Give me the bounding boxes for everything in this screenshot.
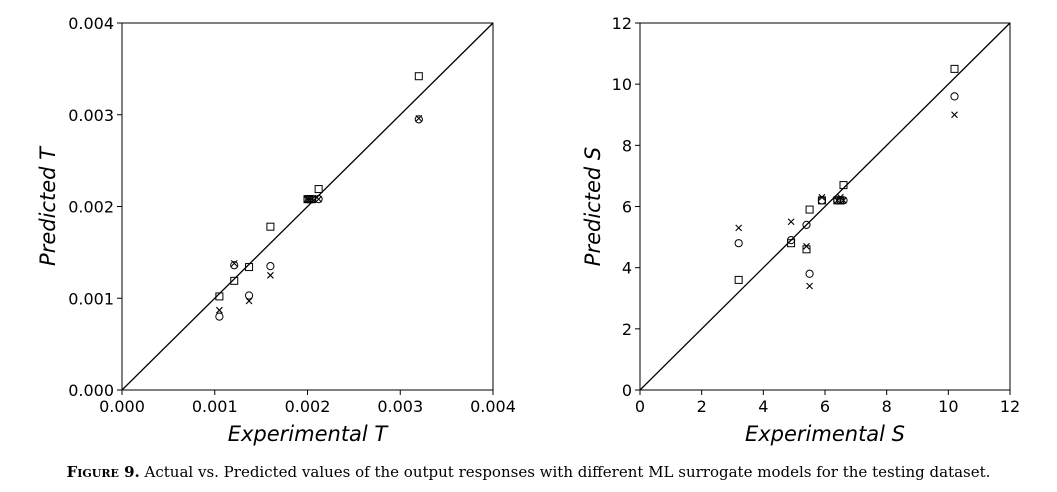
y-tick-label: 10	[612, 75, 632, 94]
point-circle	[266, 262, 275, 271]
x-tick-label: 2	[697, 397, 707, 416]
y-tick-label: 6	[622, 198, 632, 217]
reference-line	[639, 22, 1011, 391]
y-tick-label: 0.000	[68, 381, 114, 400]
y-tick-label: 0.003	[68, 106, 114, 125]
point-circle	[802, 220, 811, 229]
x-tick-label: 10	[938, 397, 958, 416]
chart-predicted-t: 0.000 0.001 0.002 0.003 0.004 0.000 0.001 0.002…	[36, 14, 516, 446]
point-x	[951, 111, 958, 119]
point-circle	[950, 92, 959, 101]
chart-predicted-s: 0 2 4 6 8 10 12 0 2 4 6 8 10 12 Experimental S Predicte…	[581, 14, 1020, 446]
point-square	[245, 263, 254, 272]
figure-caption-label: Figure 9.	[66, 463, 140, 481]
point-circle	[244, 291, 254, 300]
point-square	[266, 222, 275, 231]
figure-caption-text: Actual vs. Predicted values of the outpu…	[144, 463, 991, 481]
x-axis-label: Experimental S	[745, 422, 905, 446]
point-square	[414, 72, 423, 81]
y-tick-label: 4	[622, 259, 632, 278]
point-circle	[734, 239, 743, 248]
x-tick-label: 0.004	[470, 397, 516, 416]
x-tick-label: 12	[1000, 397, 1020, 416]
point-circle	[230, 261, 239, 270]
point-square	[805, 205, 814, 214]
x-tick-label: 0	[635, 397, 645, 416]
point-circle	[305, 195, 314, 204]
point-x	[806, 282, 813, 290]
point-circle	[308, 195, 317, 204]
x-tick-label: 0.001	[192, 397, 238, 416]
point-square	[230, 276, 239, 285]
point-square	[314, 185, 323, 194]
point-x	[308, 195, 316, 203]
y-axis-label: Predicted S	[581, 147, 605, 266]
point-square	[734, 275, 743, 284]
point-x	[818, 193, 826, 201]
y-axis-label: Predicted T	[36, 145, 60, 266]
point-square	[950, 64, 959, 73]
point-x	[787, 218, 795, 226]
x-tick-label: 0.002	[285, 397, 331, 416]
point-circle	[414, 115, 423, 124]
y-tick-label: 0.001	[68, 289, 114, 308]
y-tick-label: 0.002	[68, 198, 114, 217]
point-x	[230, 259, 238, 267]
x-tick-label: 6	[820, 397, 830, 416]
x-tick-label: 4	[758, 397, 768, 416]
y-tick-label: 0	[622, 381, 632, 400]
point-x	[415, 115, 423, 122]
reference-line	[121, 22, 494, 391]
figure: 0.000 0.001 0.002 0.003 0.004 0.000 0.001 0.002…	[36, 14, 1020, 446]
x-tick-label: 0.000	[99, 397, 145, 416]
figure-caption: Figure 9. Actual vs. Predicted values of…	[0, 463, 1057, 481]
point-circle	[833, 196, 842, 205]
point-x	[803, 242, 810, 250]
point-circle	[314, 195, 323, 204]
point-x	[735, 224, 743, 232]
y-tick-label: 12	[612, 14, 632, 33]
point-x	[215, 306, 223, 314]
point-circle	[786, 236, 796, 245]
point-square	[215, 292, 224, 301]
x-tick-label: 8	[882, 397, 892, 416]
point-square	[839, 181, 848, 190]
x-tick-label: 0.003	[377, 397, 423, 416]
point-x	[315, 195, 323, 203]
point-x	[245, 297, 253, 305]
y-tick-label: 8	[622, 136, 632, 155]
point-circle	[805, 269, 814, 278]
point-x	[305, 195, 313, 203]
point-square	[787, 239, 796, 248]
point-x	[840, 196, 847, 204]
point-x	[267, 271, 274, 279]
point-circle	[839, 196, 848, 205]
y-tick-label: 0.004	[68, 14, 114, 33]
point-circle	[215, 312, 224, 321]
x-axis-label: Experimental T	[228, 422, 390, 446]
y-tick-label: 2	[622, 320, 632, 339]
